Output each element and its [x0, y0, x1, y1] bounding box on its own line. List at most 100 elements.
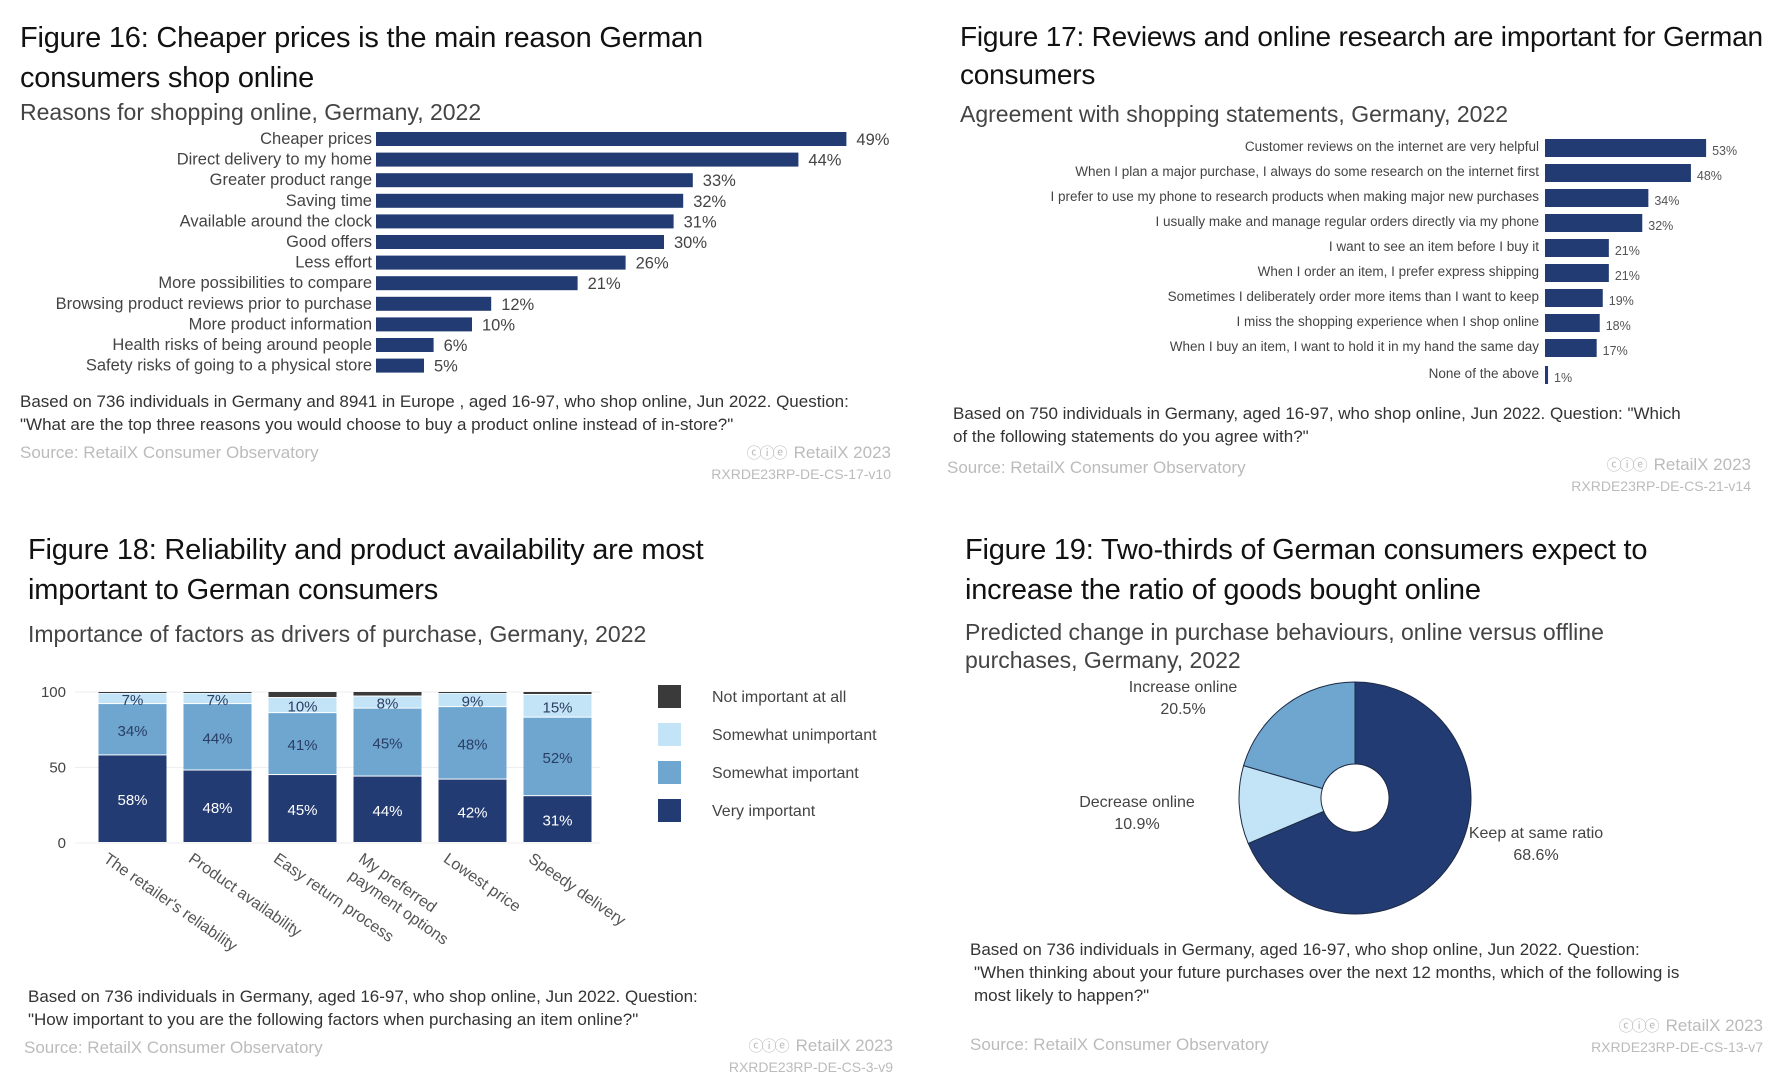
fig17-value-label: 1%: [1554, 371, 1572, 385]
fig19-slice-value: 10.9%: [1114, 816, 1159, 833]
fig18-segment-label: 42%: [457, 804, 487, 821]
fig17-title: Figure 17: Reviews and online research a…: [960, 21, 1763, 90]
fig18-y-tick-label: 0: [58, 835, 66, 852]
fig18-segment-label: 7%: [122, 692, 144, 709]
fig18-bar-segment: [438, 707, 507, 779]
fig18-segment-label: 10%: [287, 699, 317, 716]
fig18-subtitle: Importance of factors as drivers of purc…: [28, 621, 647, 647]
fig16-note-line1: Based on 736 individuals in Germany and …: [20, 392, 849, 411]
fig18-bar-segment: [523, 796, 592, 842]
fig16-bar: [376, 132, 847, 146]
fig16-bar: [376, 338, 434, 352]
fig18-bar-segment: [268, 698, 337, 713]
fig19-note-line3: most likely to happen?": [974, 986, 1150, 1005]
fig18-bar-segment: [183, 704, 252, 770]
fig18-legend-swatch: [658, 761, 681, 784]
fig18-note-line1: Based on 736 individuals in Germany, age…: [28, 987, 698, 1006]
fig16-note-line2: "What are the top three reasons you woul…: [20, 415, 734, 434]
fig19-slice: [1247, 681, 1472, 915]
fig17-category-label: I prefer to use my phone to research pro…: [1051, 189, 1540, 204]
fig16-bar: [376, 358, 424, 373]
fig17-value-label: 21%: [1615, 269, 1640, 283]
fig17-bar: [1545, 289, 1603, 307]
fig16-category-label: More product information: [189, 315, 372, 333]
fig17-bar: [1545, 164, 1691, 182]
fig17-source: Source: RetailX Consumer Observatory: [947, 458, 1246, 477]
fig18-bar-segment: [438, 693, 507, 707]
fig19-slice: [1242, 681, 1356, 790]
fig18-segment-label: 41%: [287, 737, 317, 754]
fig18-bar-segment: [183, 693, 252, 704]
fig18-segment-label: 48%: [202, 800, 232, 817]
creative-commons-icon: ⓒⓘⓔ: [746, 445, 788, 462]
fig18-bar-segment: [98, 692, 167, 693]
fig16-category-label: Safety risks of going to a physical stor…: [86, 357, 372, 375]
fig16-value-label: 26%: [636, 255, 669, 273]
fig18-legend-label: Somewhat important: [712, 765, 859, 782]
fig17-bar: [1545, 214, 1643, 232]
fig19-slice-value: 68.6%: [1513, 847, 1558, 864]
fig18-bar-segment: [98, 693, 167, 704]
fig18-segment-label: 7%: [207, 692, 229, 709]
fig17-bar: [1545, 339, 1597, 357]
fig17-bar: [1545, 264, 1609, 282]
fig18-bar-segment: [98, 704, 167, 755]
fig16-code: RXRDE23RP-DE-CS-17-v10: [711, 466, 891, 482]
fig17-value-label: 53%: [1712, 144, 1737, 158]
fig19-code: RXRDE23RP-DE-CS-13-v7: [1591, 1039, 1763, 1055]
fig16-value-label: 30%: [674, 234, 707, 252]
fig17-note: Based on 750 individuals in Germany, age…: [953, 402, 1773, 448]
fig18-legend-label: Very important: [712, 803, 816, 820]
fig17-subtitle: Agreement with shopping statements, Germ…: [960, 101, 1509, 127]
fig18-title: Figure 18: Reliability and product avail…: [28, 534, 704, 606]
fig19-note-line2: "When thinking about your future purchas…: [974, 963, 1680, 982]
fig16-value-label: 6%: [444, 337, 468, 355]
fig16-credit: ⓒⓘⓔ RetailX 2023 RXRDE23RP-DE-CS-17-v10: [591, 443, 891, 484]
fig18-segment-label: 48%: [457, 736, 487, 753]
fig16-subtitle: Reasons for shopping online, Germany, 20…: [20, 99, 482, 125]
fig16-value-label: 5%: [434, 358, 458, 376]
fig16-value-label: 12%: [501, 296, 534, 314]
fig17-value-label: 34%: [1654, 194, 1679, 208]
fig17-note-line1: Based on 750 individuals in Germany, age…: [953, 404, 1681, 423]
fig18-bar-segment: [183, 770, 252, 842]
fig16-category-label: Greater product range: [210, 171, 372, 189]
fig18-segment-label: 44%: [372, 803, 402, 820]
fig17-category-label: When I plan a major purchase, I always d…: [1075, 164, 1539, 179]
fig16-title: Figure 16: Cheaper prices is the main re…: [20, 22, 703, 94]
fig16-category-label: Saving time: [286, 192, 372, 210]
fig16-note: Based on 736 individuals in Germany and …: [20, 390, 900, 436]
fig16-value-label: 31%: [684, 213, 717, 231]
fig16-category-label: Available around the clock: [180, 212, 373, 230]
fig17-category-label: When I buy an item, I want to hold it in…: [1170, 339, 1539, 354]
fig18-y-tick-label: 100: [41, 684, 66, 701]
fig16-bar: [376, 214, 674, 229]
fig17-category-label: Sometimes I deliberately order more item…: [1168, 289, 1539, 304]
fig18-bar-segment: [523, 695, 592, 717]
fig16-category-label: Health risks of being around people: [112, 336, 372, 354]
fig18-source: Source: RetailX Consumer Observatory: [24, 1038, 323, 1057]
fig18-legend-swatch: [658, 723, 681, 746]
fig17-category-label: Customer reviews on the internet are ver…: [1245, 139, 1539, 154]
fig18-segment-label: 45%: [372, 736, 402, 753]
fig17-category-label: When I order an item, I prefer express s…: [1258, 264, 1539, 279]
fig18-segment-label: 52%: [542, 750, 572, 767]
fig16-chart: Cheaper prices 49% Direct delivery to my h…: [56, 130, 890, 376]
fig17-bar: [1545, 366, 1549, 384]
fig17-note-line2: of the following statements do you agree…: [953, 427, 1309, 446]
fig16-bar: [376, 235, 664, 249]
fig17-value-label: 32%: [1648, 219, 1673, 233]
fig16-category-label: Direct delivery to my home: [177, 151, 372, 169]
fig19-chart: Keep at same ratio 68.6% Decrease online 10…: [1079, 679, 1603, 915]
fig16-value-label: 10%: [482, 316, 515, 334]
fig18-segment-label: 34%: [117, 723, 147, 740]
fig17-bar: [1545, 139, 1707, 157]
fig18-bar-segment: [353, 776, 422, 842]
fig18-segment-label: 15%: [542, 699, 572, 716]
figure-16: Figure 16: Cheaper prices is the main re…: [20, 18, 900, 126]
fig16-value-label: 33%: [703, 172, 736, 190]
fig19-brand: RetailX 2023: [1665, 1016, 1763, 1035]
fig16-value-label: 49%: [856, 131, 889, 149]
creative-commons-icon: ⓒⓘⓔ: [1606, 457, 1648, 474]
